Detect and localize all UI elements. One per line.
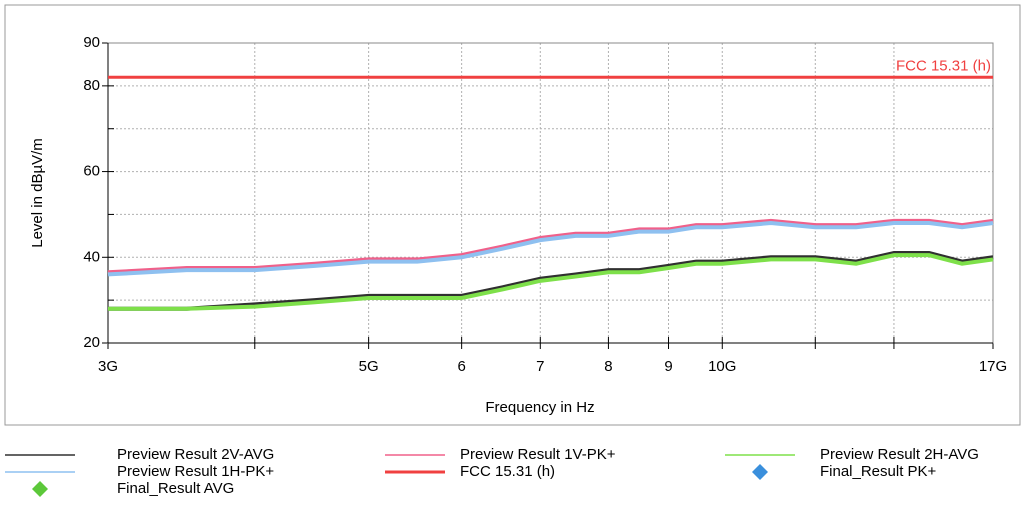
panel-border [4, 4, 1021, 426]
legend-marker [32, 481, 48, 497]
x-tick-label: 3G [98, 358, 118, 375]
legend-label: FCC 15.31 (h) [460, 463, 555, 480]
y-tick-label: 90 [83, 34, 100, 51]
x-tick-label: 17G [979, 358, 1007, 375]
series-line [108, 251, 994, 311]
legend-label: Final_Result PK+ [820, 463, 937, 480]
y-tick-label: 20 [83, 334, 100, 351]
limit-label: FCC 15.31 (h) [896, 57, 991, 74]
x-tick-label: 7 [536, 358, 544, 375]
series-line [107, 220, 994, 277]
x-tick-label: 5G [359, 358, 379, 375]
x-tick-label: 6 [457, 358, 465, 375]
series-line [108, 253, 994, 311]
plot-area [108, 43, 993, 343]
y-tick-label: 80 [83, 77, 100, 94]
x-tick-label: 9 [664, 358, 672, 375]
x-tick-label: 8 [604, 358, 612, 375]
legend-marker [752, 464, 768, 480]
legend-label: Preview Result 2H-AVG [820, 446, 979, 463]
x-axis-label: Frequency in Hz [485, 399, 594, 416]
legend-label: Preview Result 1V-PK+ [460, 446, 616, 463]
legend-label: Final_Result AVG [117, 480, 234, 497]
y-tick-label: 40 [83, 248, 100, 265]
x-tick-label: 10G [708, 358, 736, 375]
series-line [107, 218, 994, 275]
legend-label: Preview Result 1H-PK+ [117, 463, 274, 480]
legend-label: Preview Result 2V-AVG [117, 446, 274, 463]
y-tick-label: 60 [83, 163, 100, 180]
y-axis-label: Level in dBµV/m [29, 138, 46, 248]
